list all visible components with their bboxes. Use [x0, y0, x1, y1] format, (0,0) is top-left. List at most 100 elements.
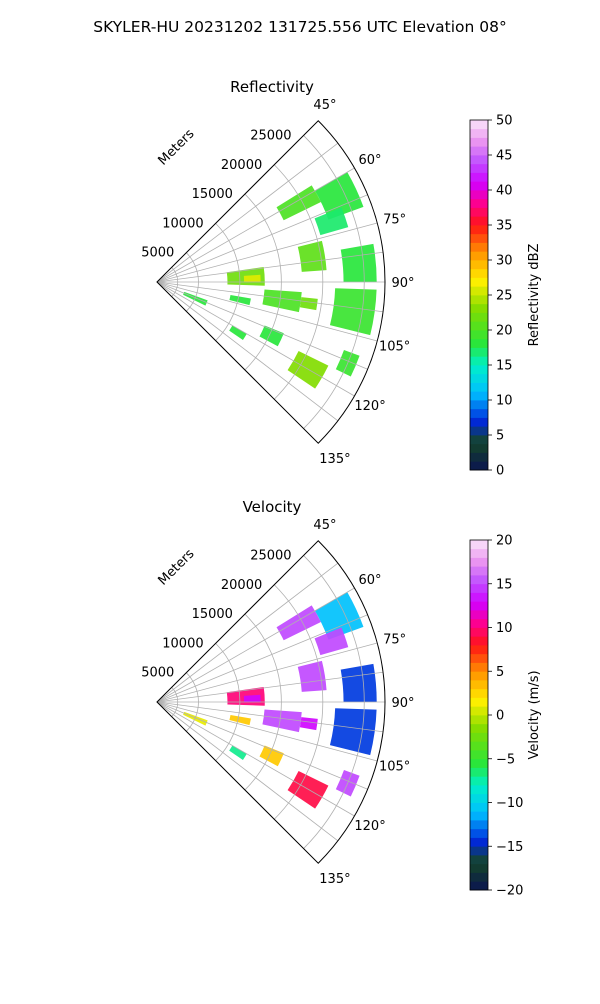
colorbar-segment: [470, 750, 488, 760]
echo-region-0: [276, 185, 321, 221]
colorbar-segment: [470, 233, 488, 243]
echo-region-7: [262, 289, 302, 313]
radial-line: [156, 642, 378, 703]
echo-layer: [183, 172, 377, 389]
colorbar-segment: [470, 190, 488, 200]
colorbar-segment: [470, 715, 488, 725]
colorbar-segment: [470, 548, 488, 558]
echo-region-9: [329, 708, 377, 756]
radial-line: [156, 222, 378, 283]
colorbar-segment: [470, 268, 488, 278]
colorbar-tick-label: 10: [496, 621, 513, 636]
colorbar-segment: [470, 321, 488, 331]
colorbar-segment: [470, 855, 488, 865]
range-axis-label: Meters: [156, 126, 198, 168]
sector-frame: [156, 120, 386, 444]
range-tick-label: 5000: [141, 246, 174, 261]
colorbar-segment: [470, 872, 488, 882]
radial-line: [156, 281, 355, 397]
echo-region-15: [229, 745, 247, 760]
colorbar-tick-label: 20: [496, 534, 513, 549]
colorbar-segment: [470, 312, 488, 322]
colorbar-segment: [470, 163, 488, 173]
echo-region-15: [229, 325, 247, 340]
colorbar-segment: [470, 627, 488, 637]
colorbar-segment: [470, 680, 488, 690]
azimuth-tick-label: 45°: [313, 98, 336, 113]
colorbar-segment: [470, 373, 488, 383]
colorbar-segment: [470, 846, 488, 856]
colorbar-tick-label: 15: [496, 577, 513, 592]
radial-line: [156, 562, 339, 703]
colorbar: −20 −15 −10 −5 0 5 10 15 20 Velocity (m/s): [469, 534, 542, 899]
colorbar-segment: [470, 120, 488, 130]
panel-velocity: Velocity 45° 60° 75° 90° 105° 120° 135° 5000 1000…: [141, 498, 542, 899]
azimuth-tick-label: 120°: [354, 399, 385, 414]
figure-title: SKYLER-HU 20231202 131725.556 UTC Elevat…: [93, 18, 507, 36]
range-tick-label: 25000: [250, 128, 291, 143]
echo-region-13: [287, 351, 329, 389]
colorbar-segment: [470, 461, 488, 471]
colorbar-tick-label: 20: [496, 324, 513, 339]
radial-line: [156, 142, 339, 283]
panel-title: Reflectivity: [230, 78, 314, 96]
colorbar-tick-label: 40: [496, 184, 513, 199]
colorbar-tick-label: 30: [496, 254, 513, 269]
colorbar-tick-label: 10: [496, 394, 513, 409]
range-tick-label: 20000: [221, 578, 262, 593]
colorbar-tick-label: −15: [496, 840, 523, 855]
colorbar-segment: [470, 828, 488, 838]
colorbar-segment: [470, 417, 488, 427]
colorbar-segment: [470, 286, 488, 296]
colorbar-tick-label: 35: [496, 219, 513, 234]
colorbar-tick-label: 45: [496, 149, 513, 164]
azimuth-tick-label: 135°: [319, 452, 350, 467]
colorbar-segment: [470, 811, 488, 821]
radial-line: [156, 701, 355, 817]
polar-grid: [156, 120, 385, 444]
azimuth-tick-label: 75°: [383, 632, 406, 647]
colorbar-segment: [470, 636, 488, 646]
colorbar-segment: [470, 251, 488, 261]
colorbar-segment: [470, 400, 488, 410]
echo-region-6: [243, 694, 261, 702]
echo-region-9: [329, 288, 377, 336]
panel-reflectivity: Reflectivity45°60°75°90°105°120°135°5000…: [141, 78, 542, 479]
echo-region-0: [276, 605, 321, 641]
colorbar-segment: [470, 592, 488, 602]
range-tick-label: 10000: [162, 636, 203, 651]
range-tick-label: 25000: [250, 548, 291, 563]
echo-region-8: [299, 717, 318, 731]
echo-region-4: [340, 243, 377, 282]
radial-line: [156, 671, 384, 703]
colorbar-segment: [470, 610, 488, 620]
colorbar-segment: [470, 662, 488, 672]
colorbar-segment: [470, 706, 488, 716]
colorbar-segment: [470, 277, 488, 287]
echo-layer: [183, 592, 377, 809]
colorbar-tick-label: 5: [496, 429, 504, 444]
colorbar-segment: [470, 758, 488, 768]
colorbar-segment: [470, 435, 488, 445]
colorbar-segment: [470, 172, 488, 182]
colorbar-segment: [470, 128, 488, 138]
radial-line: [156, 701, 339, 842]
colorbar-segment: [470, 137, 488, 147]
echo-region-2: [314, 627, 349, 656]
colorbar-tick-label: 25: [496, 289, 513, 304]
azimuth-tick-label: 60°: [359, 573, 382, 588]
colorbar-segment: [470, 452, 488, 462]
azimuth-tick-label: 135°: [319, 872, 350, 887]
radial-line: [156, 281, 384, 313]
colorbar-segment: [470, 741, 488, 751]
colorbar-segment: [470, 207, 488, 217]
echo-region-4: [340, 663, 377, 702]
colorbar-segment: [470, 260, 488, 270]
colorbar-segment: [470, 146, 488, 156]
colorbar-segment: [470, 443, 488, 453]
range-tick-label: 5000: [141, 666, 174, 681]
echo-region-12: [259, 325, 284, 347]
colorbar-segment: [470, 181, 488, 191]
